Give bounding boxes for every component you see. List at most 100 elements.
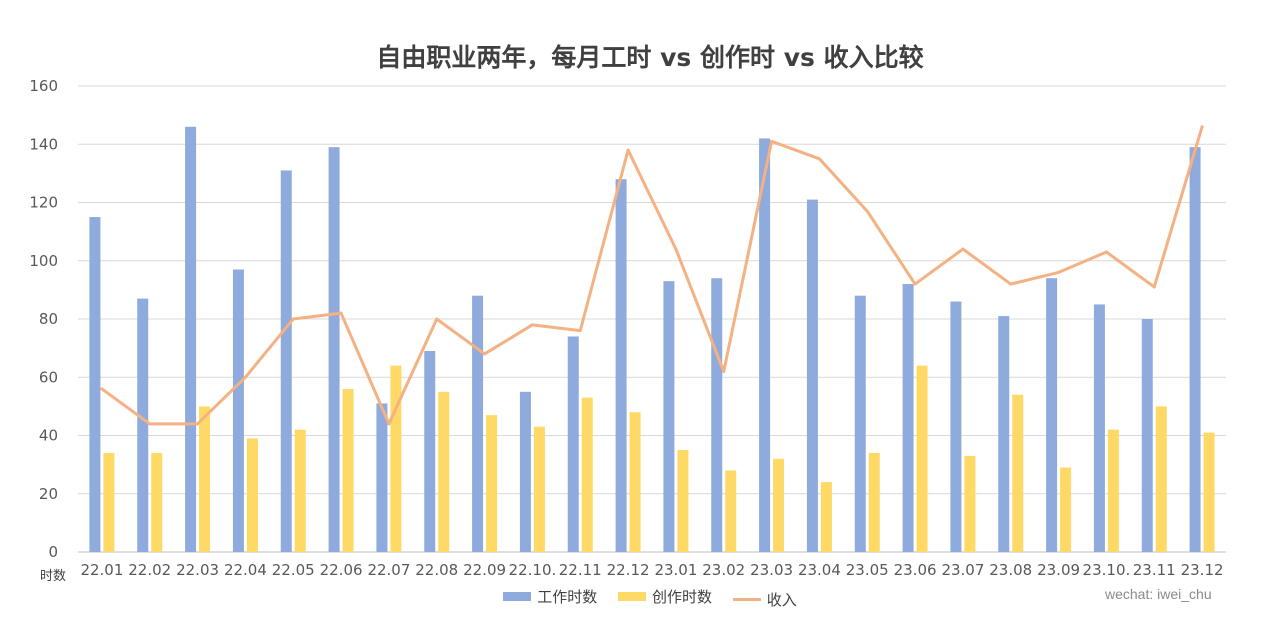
- bar-work-hours: [806, 199, 818, 552]
- income-point: [291, 317, 295, 321]
- x-tick-label: 23.10.: [1083, 561, 1131, 579]
- bar-work-hours: [519, 391, 531, 552]
- x-tick-label: 22.09: [463, 561, 506, 579]
- watermark: wechat: iwei_chu: [1105, 586, 1212, 602]
- bar-work-hours: [1189, 147, 1201, 552]
- bar-work-hours: [615, 179, 627, 552]
- bar-creation-hours: [1155, 406, 1167, 552]
- x-tick-labels: 22.01 22.02 22.03 22.04 22.05 22.06 22.07 22.08…: [80, 561, 1223, 579]
- income-point: [435, 317, 439, 321]
- y-tick-label: 80: [39, 310, 58, 328]
- x-tick-label: 22.01: [80, 561, 123, 579]
- bar-work-hours: [472, 295, 484, 552]
- income-point: [913, 282, 917, 286]
- bar-creation-hours: [533, 426, 545, 552]
- x-tick-label: 23.03: [750, 561, 793, 579]
- income-point: [1057, 270, 1061, 274]
- bar-creation-hours: [581, 397, 593, 552]
- bar-work-hours: [1046, 278, 1058, 552]
- income-point: [100, 387, 104, 391]
- bar-work-hours: [759, 138, 771, 553]
- bar-creation-hours: [1107, 429, 1119, 552]
- income-point: [1200, 125, 1204, 129]
- income-point: [865, 209, 869, 213]
- bar-creation-hours: [486, 415, 498, 552]
- income-point: [530, 323, 534, 327]
- income-point: [339, 311, 343, 315]
- legend-label-work: 工作时数: [537, 588, 598, 606]
- bar-creation-hours: [294, 429, 306, 552]
- x-tick-label: 22.10.: [509, 561, 557, 579]
- x-tick-label: 23.02: [702, 561, 745, 579]
- line-series: [100, 125, 1204, 426]
- bar-work-hours: [567, 336, 579, 552]
- bar-creation-hours: [868, 452, 880, 552]
- bar-work-hours: [711, 278, 723, 552]
- y-tick-label: 40: [39, 427, 58, 445]
- line-income: [100, 125, 1204, 426]
- income-point: [674, 247, 678, 251]
- bar-creation-hours: [820, 482, 832, 552]
- x-tick-label: 23.05: [846, 561, 889, 579]
- x-tick-label: 23.01: [654, 561, 697, 579]
- chart-title: 自由职业两年，每月工时 vs 创作时 vs 收入比较: [376, 43, 924, 72]
- x-tick-label: 22.05: [272, 561, 315, 579]
- bar-creation-hours: [629, 412, 641, 552]
- income-point: [626, 148, 630, 152]
- bar-creation-hours: [677, 450, 689, 552]
- y-tick-label: 20: [39, 485, 58, 503]
- bar-creation-hours: [151, 452, 163, 552]
- x-tick-label: 23.12: [1181, 561, 1224, 579]
- income-point: [578, 329, 582, 333]
- legend-item-creation: 创作时数: [617, 586, 712, 607]
- legend: 工作时数 创作时数 收入: [0, 586, 1280, 610]
- legend-label-creation: 创作时数: [651, 588, 712, 606]
- x-tick-label: 23.09: [1037, 561, 1080, 579]
- bar-creation-hours: [342, 388, 354, 552]
- income-point: [722, 369, 726, 373]
- bar-work-hours: [902, 284, 914, 552]
- legend-swatch-creation: [617, 592, 646, 601]
- x-tick-label: 22.07: [367, 561, 410, 579]
- bar-creation-hours: [1203, 432, 1215, 552]
- income-point: [196, 422, 200, 426]
- bar-work-hours: [328, 147, 340, 552]
- x-tick-label: 23.08: [989, 561, 1032, 579]
- income-point: [1152, 285, 1156, 289]
- bar-work-hours: [376, 403, 388, 552]
- x-tick-label: 23.11: [1133, 561, 1176, 579]
- legend-label-income: 收入: [766, 591, 797, 609]
- income-point: [483, 352, 487, 356]
- bar-creation-hours: [199, 406, 211, 552]
- bar-creation-hours: [390, 365, 402, 552]
- bar-work-hours: [1093, 304, 1105, 552]
- bar-creation-hours: [725, 470, 737, 552]
- y-axis-label: 时数: [40, 569, 66, 584]
- income-point: [148, 422, 152, 426]
- y-tick-label: 160: [29, 77, 58, 95]
- bar-creation-hours: [438, 391, 450, 552]
- legend-swatch-work: [503, 592, 532, 601]
- bar-work-hours: [280, 170, 292, 552]
- bar-work-hours: [89, 217, 101, 552]
- bar-creation-hours: [964, 455, 976, 552]
- bar-creation-hours: [1060, 467, 1072, 552]
- y-tick-label: 60: [39, 368, 58, 386]
- income-point: [1009, 282, 1013, 286]
- x-tick-label: 23.04: [798, 561, 841, 579]
- y-tick-label: 140: [29, 135, 58, 153]
- y-tick-labels: 0 20 40 60 80 100 120 140 160: [29, 77, 58, 561]
- legend-swatch-income: [732, 598, 761, 601]
- x-tick-label: 22.02: [128, 561, 171, 579]
- y-tick-label: 120: [29, 194, 58, 212]
- y-tick-label: 0: [48, 543, 58, 561]
- income-point: [243, 375, 247, 379]
- x-tick-label: 23.07: [941, 561, 984, 579]
- bar-creation-hours: [246, 438, 258, 552]
- grid-lines: [78, 85, 1226, 553]
- income-point: [387, 422, 391, 426]
- income-point: [770, 139, 774, 143]
- income-point: [1104, 250, 1108, 254]
- bar-creation-hours: [916, 365, 928, 552]
